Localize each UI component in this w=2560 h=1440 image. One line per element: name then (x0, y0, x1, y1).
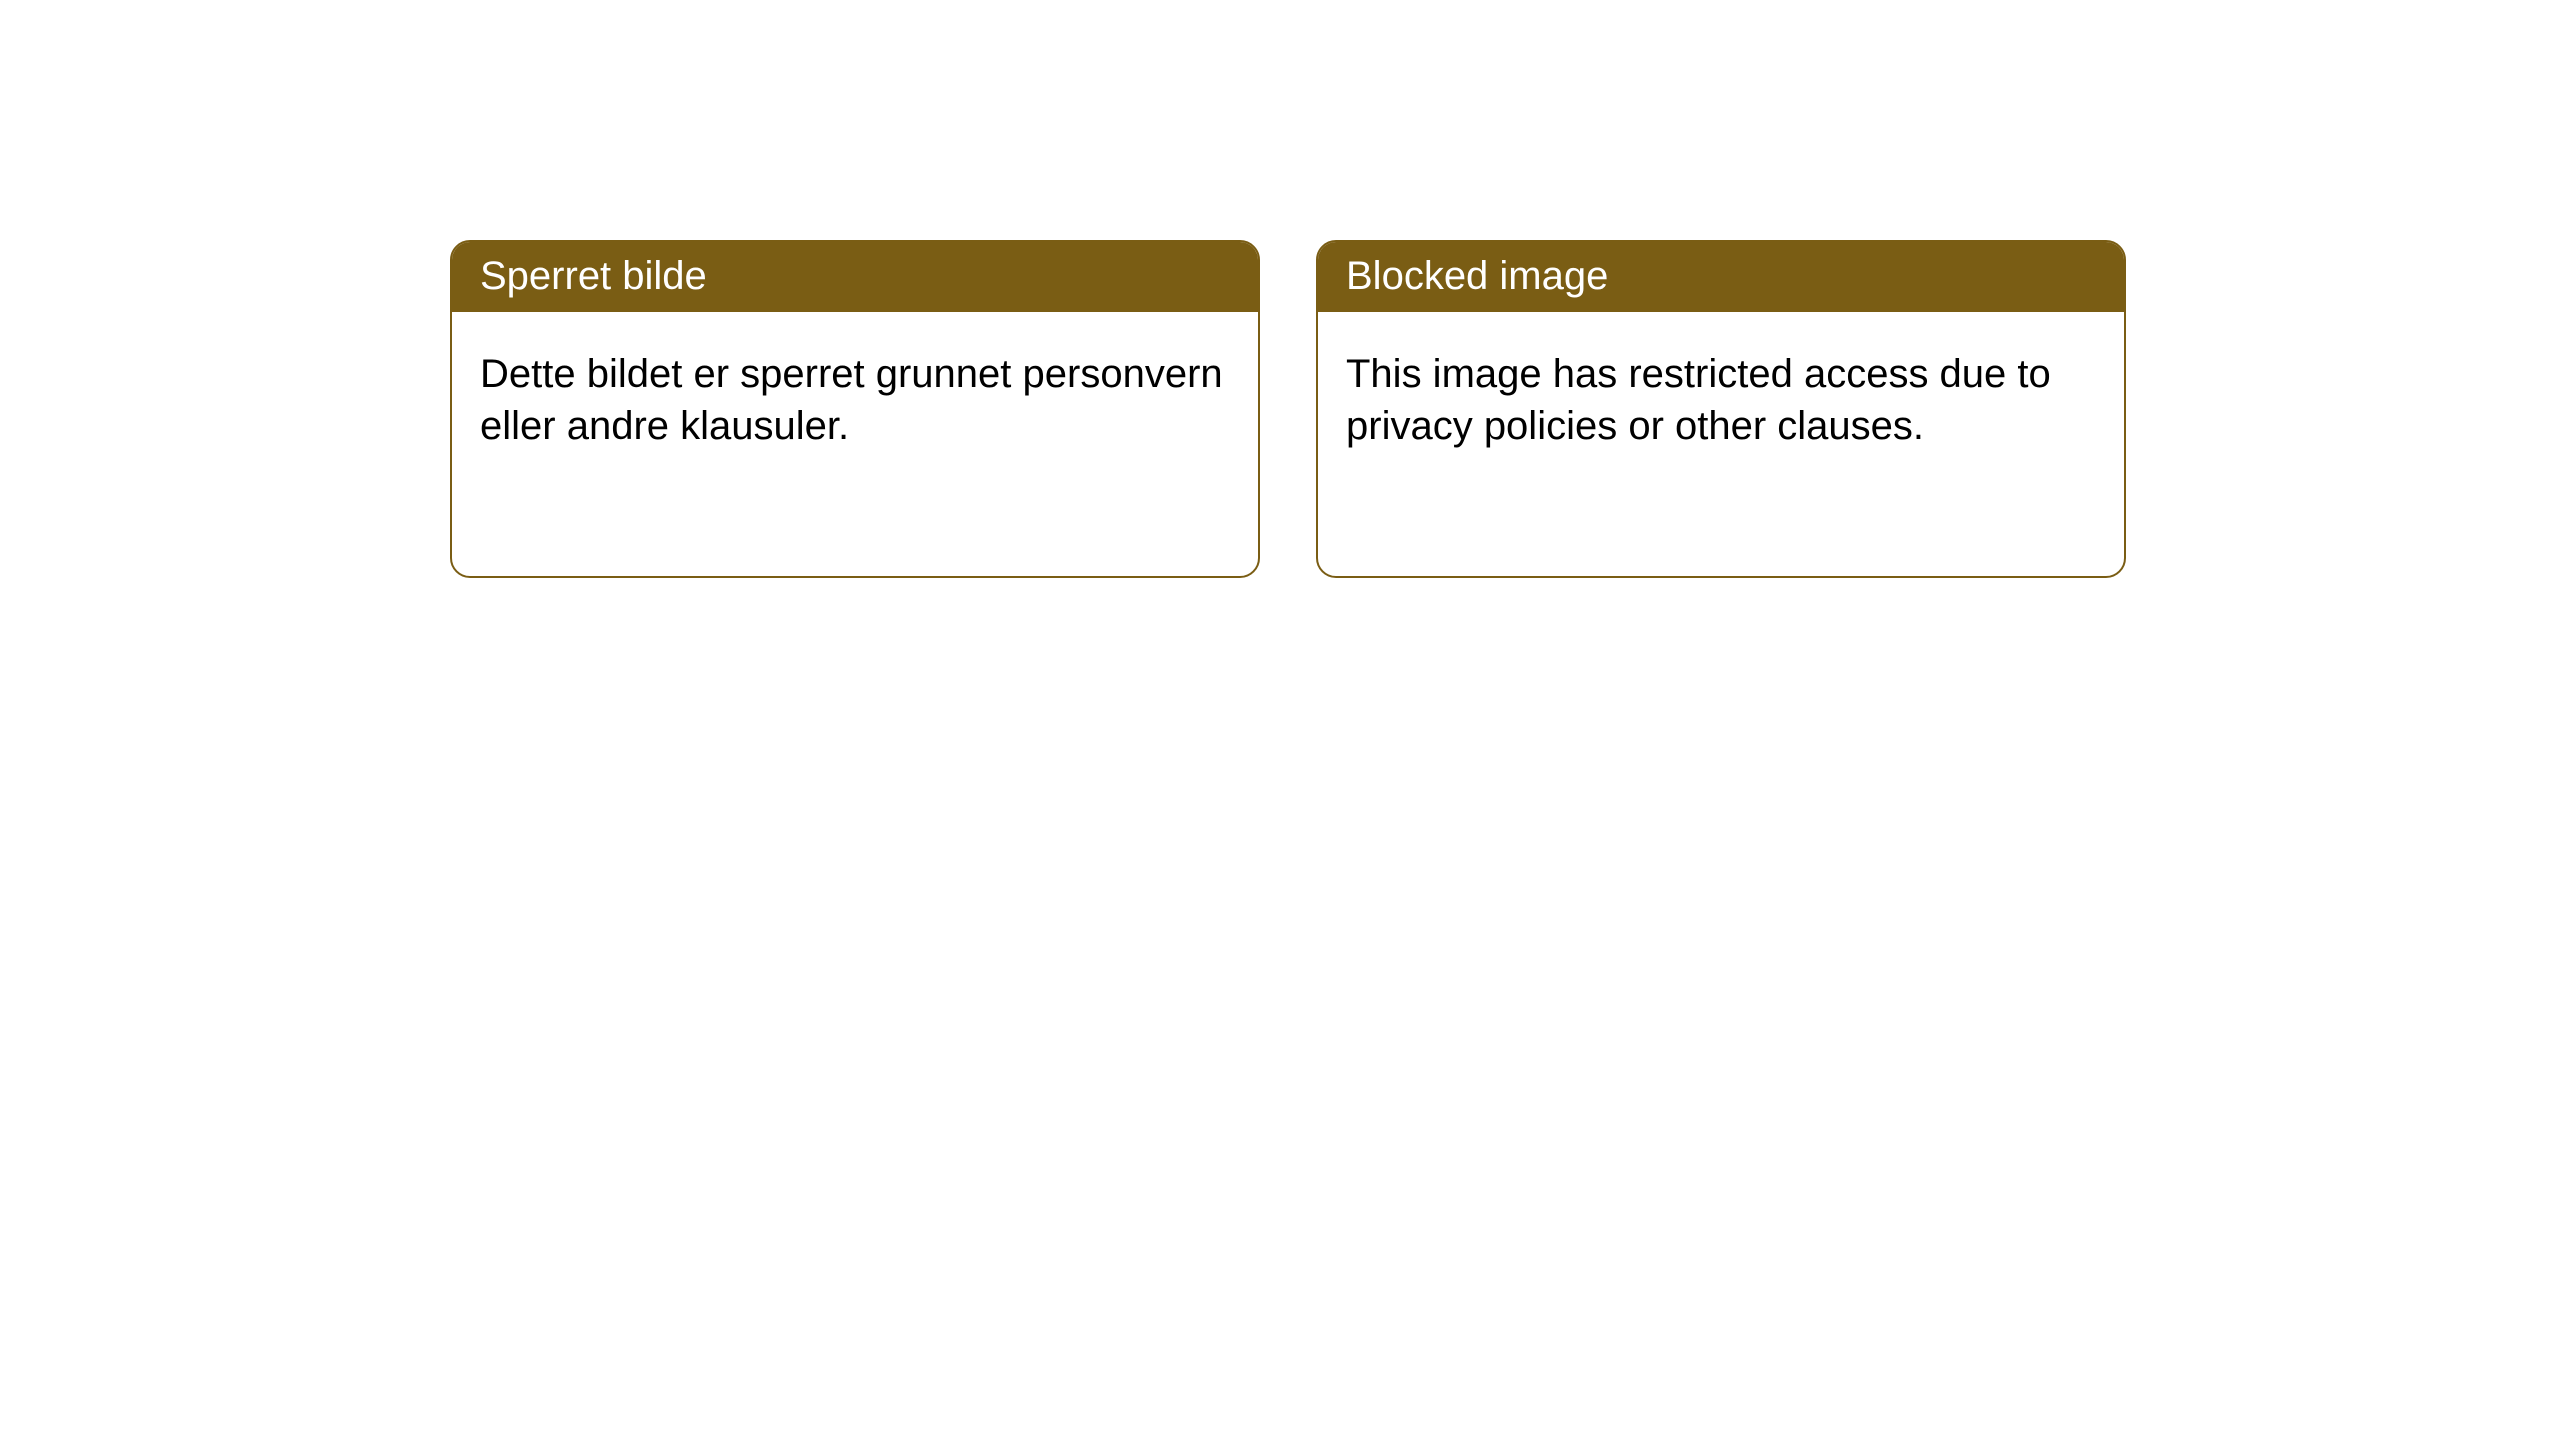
notice-body-no: Dette bildet er sperret grunnet personve… (452, 312, 1258, 480)
notice-header-en: Blocked image (1318, 242, 2124, 312)
notice-header-no: Sperret bilde (452, 242, 1258, 312)
notice-body-en: This image has restricted access due to … (1318, 312, 2124, 480)
notice-card-en: Blocked image This image has restricted … (1316, 240, 2126, 578)
notice-card-no: Sperret bilde Dette bildet er sperret gr… (450, 240, 1260, 578)
notices-container: Sperret bilde Dette bildet er sperret gr… (0, 0, 2560, 578)
